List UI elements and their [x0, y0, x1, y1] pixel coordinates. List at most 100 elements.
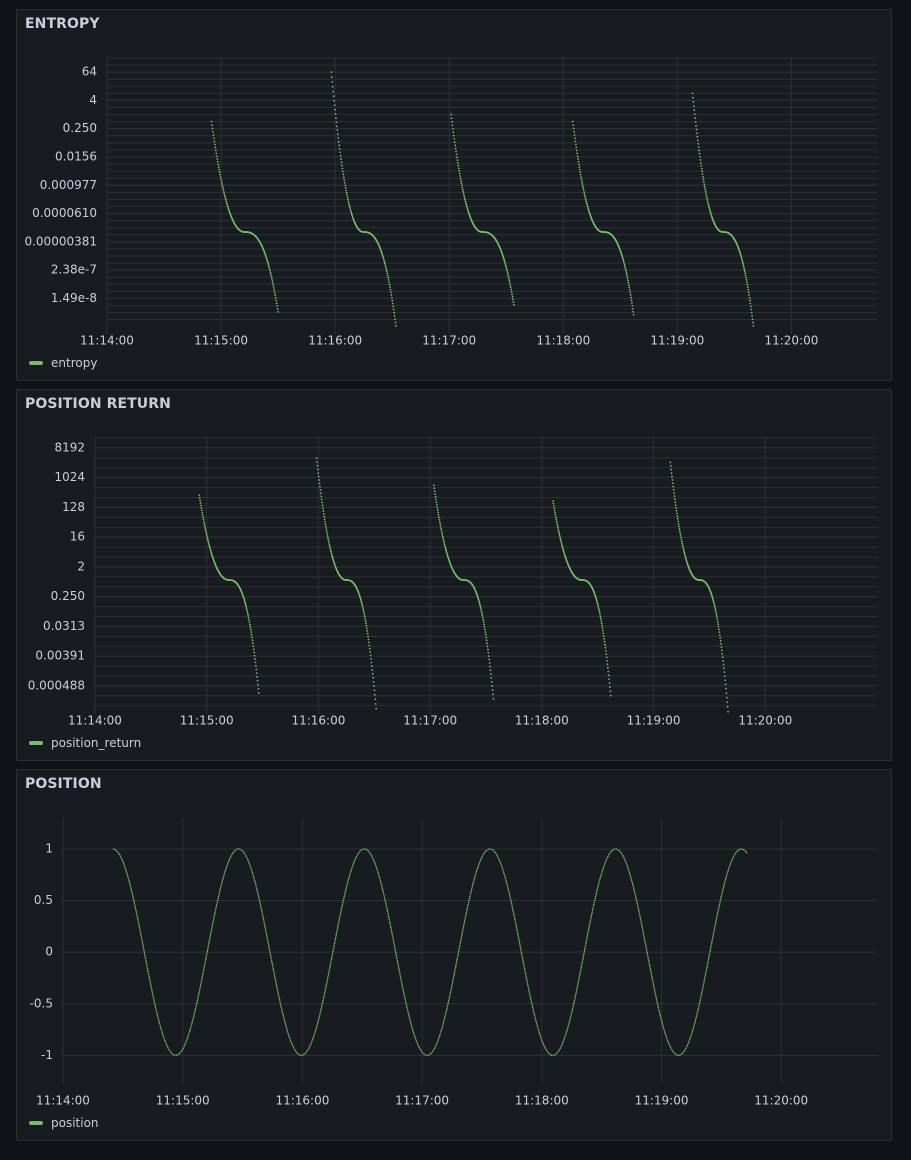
data-point: [368, 641, 370, 644]
data-point: [247, 614, 250, 617]
data-point: [709, 211, 712, 213]
data-point: [323, 518, 326, 521]
data-point: [209, 548, 212, 551]
data-point: [327, 537, 329, 540]
data-point: [626, 277, 629, 280]
data-point: [627, 279, 629, 282]
y-tick-label: 0.000977: [40, 178, 97, 192]
data-point: [433, 487, 436, 490]
data-point: [583, 193, 586, 196]
data-point: [348, 204, 351, 207]
data-point: [574, 143, 577, 146]
data-point: [675, 507, 677, 509]
data-point: [337, 137, 340, 139]
data-point: [276, 305, 279, 307]
data-point: [204, 529, 207, 532]
data-point: [207, 542, 210, 544]
legend[interactable]: entropy: [29, 356, 97, 370]
data-point: [317, 472, 320, 474]
data-point: [316, 461, 318, 463]
data-point: [623, 263, 626, 266]
data-point: [382, 257, 385, 260]
data-point: [726, 706, 729, 708]
legend[interactable]: position_return: [29, 736, 141, 750]
data-point: [335, 125, 338, 128]
panel-title[interactable]: ENTROPY: [25, 16, 100, 32]
data-point: [256, 679, 259, 682]
data-point: [628, 289, 631, 291]
position-return-chart[interactable]: 8192 1024 128 16 2 0.250 0.0313 0.00391 0.000488…: [17, 390, 893, 762]
data-point: [334, 113, 337, 115]
data-point: [346, 194, 348, 196]
data-point: [746, 281, 748, 284]
data-point: [395, 325, 397, 327]
data-point: [273, 291, 276, 294]
data-point: [673, 495, 676, 498]
data-point: [560, 543, 563, 545]
data-point: [488, 662, 491, 664]
data-point: [573, 130, 576, 133]
data-point: [476, 595, 479, 598]
data-point: [698, 149, 700, 152]
data-point: [512, 303, 515, 306]
data-point: [254, 661, 257, 664]
data-point: [492, 697, 495, 700]
data-point: [722, 663, 725, 666]
data-point: [335, 121, 338, 124]
data-point: [441, 531, 443, 534]
data-point: [457, 164, 460, 167]
data-point: [487, 648, 489, 651]
data-point: [219, 173, 222, 176]
data-point: [369, 654, 372, 657]
data-point: [205, 533, 208, 535]
data-point: [222, 187, 224, 190]
data-point: [595, 598, 598, 600]
data-point: [224, 198, 227, 201]
data-point: [484, 628, 486, 631]
data-point: [712, 600, 715, 603]
data-point: [578, 168, 581, 171]
data-point: [707, 202, 710, 205]
data-point: [679, 532, 682, 535]
data-point: [581, 183, 584, 185]
data-point: [443, 543, 446, 546]
data-point: [701, 173, 704, 176]
position-chart[interactable]: 1 0.5 0 -0.5 -1 11:14:00 11:15:00 11:16:00 11:17…: [17, 770, 893, 1142]
data-point: [560, 541, 563, 544]
data-point: [505, 268, 508, 270]
data-point: [672, 488, 675, 491]
data-point: [456, 159, 459, 162]
data-point: [743, 270, 746, 273]
panel-title[interactable]: POSITION RETURN: [25, 396, 171, 412]
legend[interactable]: position: [29, 1116, 99, 1130]
data-point: [200, 507, 203, 509]
data-point: [714, 609, 717, 612]
data-point: [561, 546, 564, 549]
position-panel: POSITION 1 0.5 0 -0.5 -1 11:14:00 11:15:00 11:1…: [16, 769, 892, 1141]
data-point: [346, 196, 349, 199]
data-point: [552, 500, 554, 502]
data-point: [458, 170, 461, 172]
data-point: [321, 504, 324, 507]
data-point: [351, 215, 354, 218]
data-point: [246, 609, 248, 611]
panel-title[interactable]: POSITION: [25, 776, 102, 792]
data-point: [627, 284, 630, 286]
data-point: [674, 501, 677, 504]
data-point: [552, 502, 555, 505]
data-point: [708, 206, 710, 209]
data-point: [362, 609, 365, 611]
data-point: [553, 509, 556, 512]
data-point: [391, 299, 394, 302]
data-point: [683, 550, 685, 552]
data-point: [374, 702, 377, 705]
entropy-chart[interactable]: 64 4 0.250 0.0156 0.000977 0.0000610 0.0000038…: [17, 10, 893, 382]
data-point: [332, 560, 335, 563]
data-point: [694, 121, 697, 123]
data-point: [585, 202, 588, 205]
data-point: [341, 170, 344, 173]
data-point: [708, 208, 711, 210]
data-point: [679, 534, 682, 537]
data-point: [577, 163, 580, 166]
data-point: [607, 670, 610, 673]
